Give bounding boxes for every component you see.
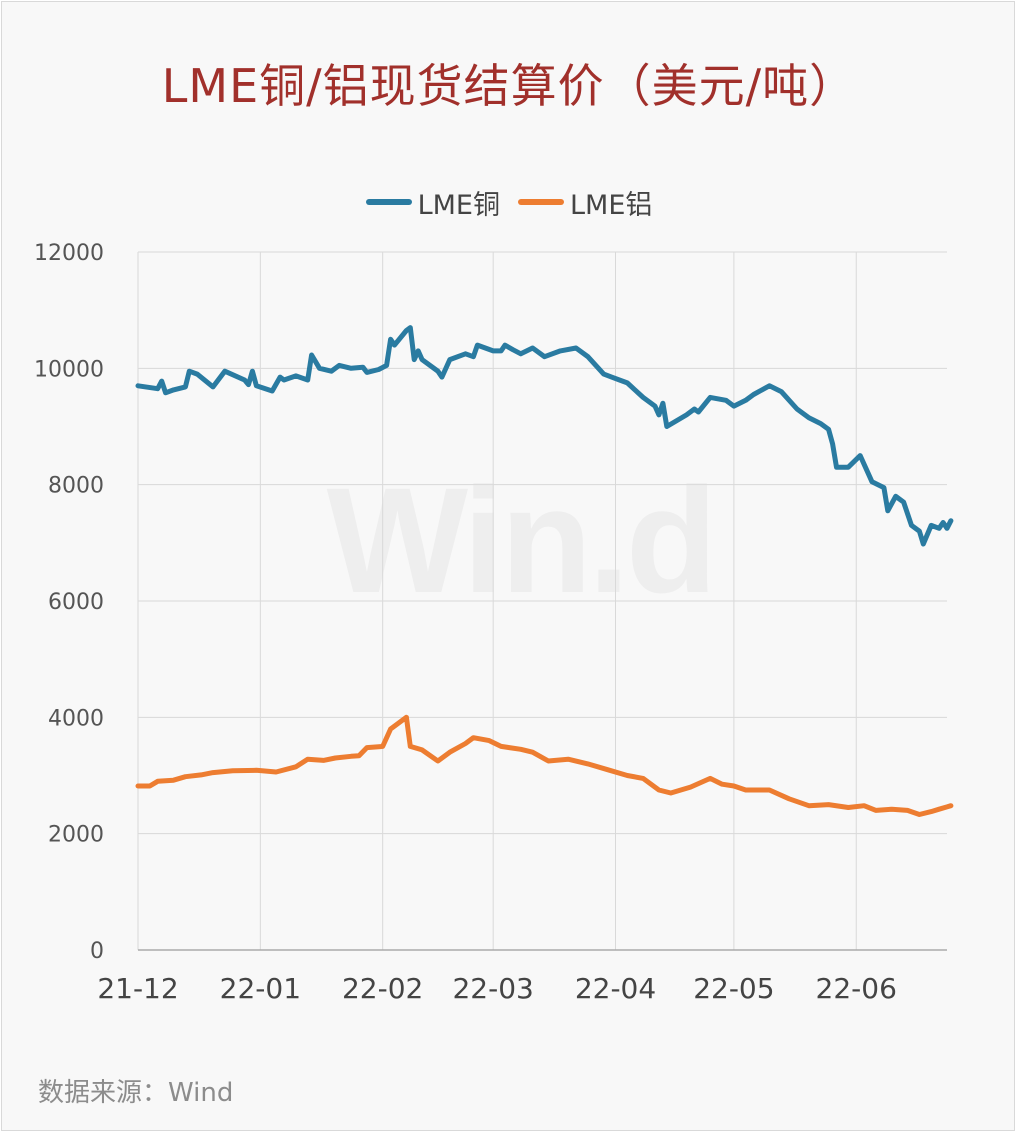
- y-tick-label: 10000: [34, 357, 104, 382]
- legend-label-aluminum: LME铝: [570, 189, 653, 221]
- legend-item-aluminum: LME铝: [518, 183, 652, 222]
- y-tick-label: 0: [90, 939, 104, 964]
- legend-swatch-aluminum: [518, 199, 564, 205]
- x-tick-label: 21-12: [97, 972, 178, 1005]
- x-tick-label: 22-01: [220, 972, 301, 1005]
- watermark: Win.d: [327, 456, 714, 624]
- x-axis-ticks: 21-12 22-01 22-02 22-03 22-04 22-05 22-06: [97, 972, 897, 1005]
- series-lines: [135, 325, 954, 817]
- legend-item-copper: LME铜: [365, 183, 500, 222]
- y-axis-ticks: 0 2000 4000 6000 8000 10000 12000: [34, 241, 104, 964]
- y-tick-label: 2000: [48, 823, 104, 848]
- source-note: 数据来源：Wind: [38, 1078, 234, 1108]
- grid: [137, 251, 947, 951]
- legend-label-copper: LME铜: [417, 189, 500, 221]
- copper-series-line: [135, 325, 954, 547]
- legend: LME铜 LME铝: [0, 182, 1018, 222]
- x-tick-label: 22-05: [693, 972, 774, 1005]
- chart-title: LME铜/铝现货结算价（美元/吨）: [161, 59, 857, 113]
- y-tick-label: 6000: [48, 590, 104, 615]
- x-tick-label: 22-06: [816, 972, 897, 1005]
- x-tick-label: 22-02: [342, 972, 423, 1005]
- legend-swatch-copper: [365, 199, 412, 205]
- y-tick-label: 4000: [48, 706, 104, 731]
- x-tick-label: 22-04: [575, 972, 656, 1005]
- y-tick-label: 8000: [48, 474, 104, 499]
- x-tick-label: 22-03: [452, 972, 533, 1005]
- y-tick-label: 12000: [34, 241, 104, 266]
- aluminum-series-line: [135, 714, 954, 817]
